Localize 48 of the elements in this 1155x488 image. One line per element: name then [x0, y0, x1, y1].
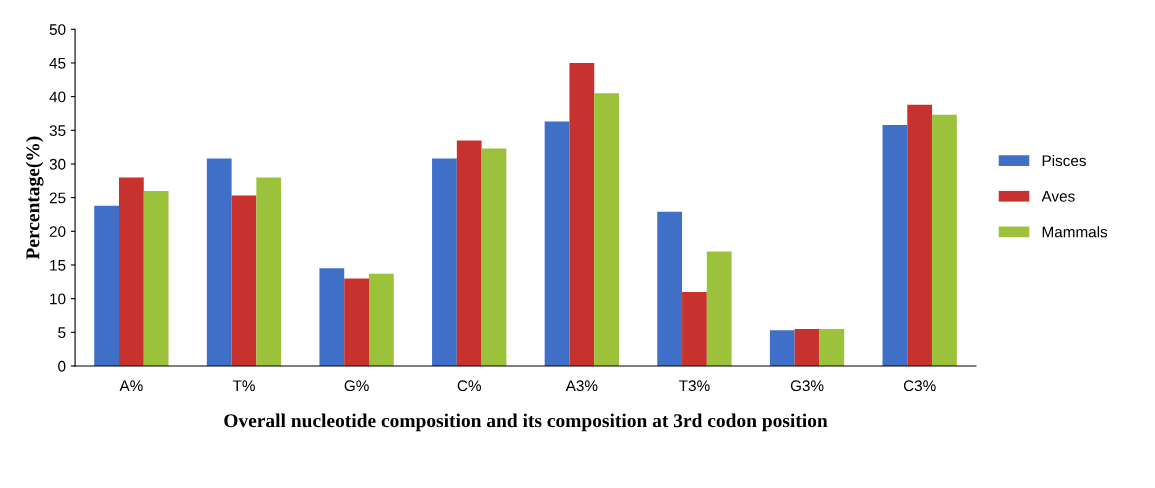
- bar: [368, 273, 394, 366]
- x-tick-label: C%: [457, 380, 481, 392]
- x-tick-label: G%: [344, 380, 369, 392]
- x-tick-label: C3%: [903, 380, 936, 392]
- bar: [256, 177, 282, 366]
- x-tick-label: T%: [232, 380, 255, 392]
- y-tick-label: 5: [58, 327, 66, 339]
- bar: [569, 62, 595, 366]
- x-tick-label: T3%: [679, 380, 710, 392]
- y-axis-title: Percentage(%): [25, 136, 44, 260]
- y-tick-label: 25: [49, 192, 66, 204]
- legend-label: Aves: [1041, 191, 1075, 202]
- bar: [794, 328, 820, 366]
- y-tick-label: 0: [58, 360, 66, 372]
- x-tick-label: A%: [119, 380, 143, 392]
- y-tick-label: 50: [49, 24, 66, 35]
- x-axis-title: Overall nucleotide composition and its composition at 3rd codon position: [224, 413, 828, 432]
- legend-label: Mammals: [1042, 226, 1108, 238]
- y-tick-label: 15: [50, 260, 66, 271]
- y-tick-label: 10: [50, 293, 66, 305]
- bar: [319, 268, 345, 366]
- bar: [206, 158, 232, 366]
- bar: [344, 278, 369, 366]
- bar: [118, 177, 144, 366]
- bar: [706, 251, 732, 366]
- bar: [932, 114, 957, 366]
- y-tick-label: 45: [49, 57, 66, 69]
- legend-label: Pisces: [1042, 154, 1086, 167]
- bar: [657, 211, 683, 366]
- bar: [94, 205, 119, 366]
- bar: [481, 148, 507, 366]
- bar: [882, 124, 908, 366]
- bar: [544, 121, 570, 366]
- y-tick-label: 35: [49, 125, 66, 136]
- bar: [682, 291, 707, 366]
- bar: [907, 104, 933, 366]
- bar: [456, 140, 482, 366]
- y-tick-label: 40: [49, 91, 66, 103]
- bar: [231, 195, 257, 366]
- bar: [769, 330, 795, 366]
- x-tick-label: G3%: [790, 380, 824, 392]
- y-tick-label: 20: [49, 226, 66, 237]
- bar: [594, 93, 619, 366]
- bar: [432, 158, 457, 366]
- bar: [143, 190, 169, 366]
- y-tick-label: 30: [49, 158, 66, 170]
- bar: [819, 328, 845, 366]
- x-tick-label: A3%: [565, 380, 598, 392]
